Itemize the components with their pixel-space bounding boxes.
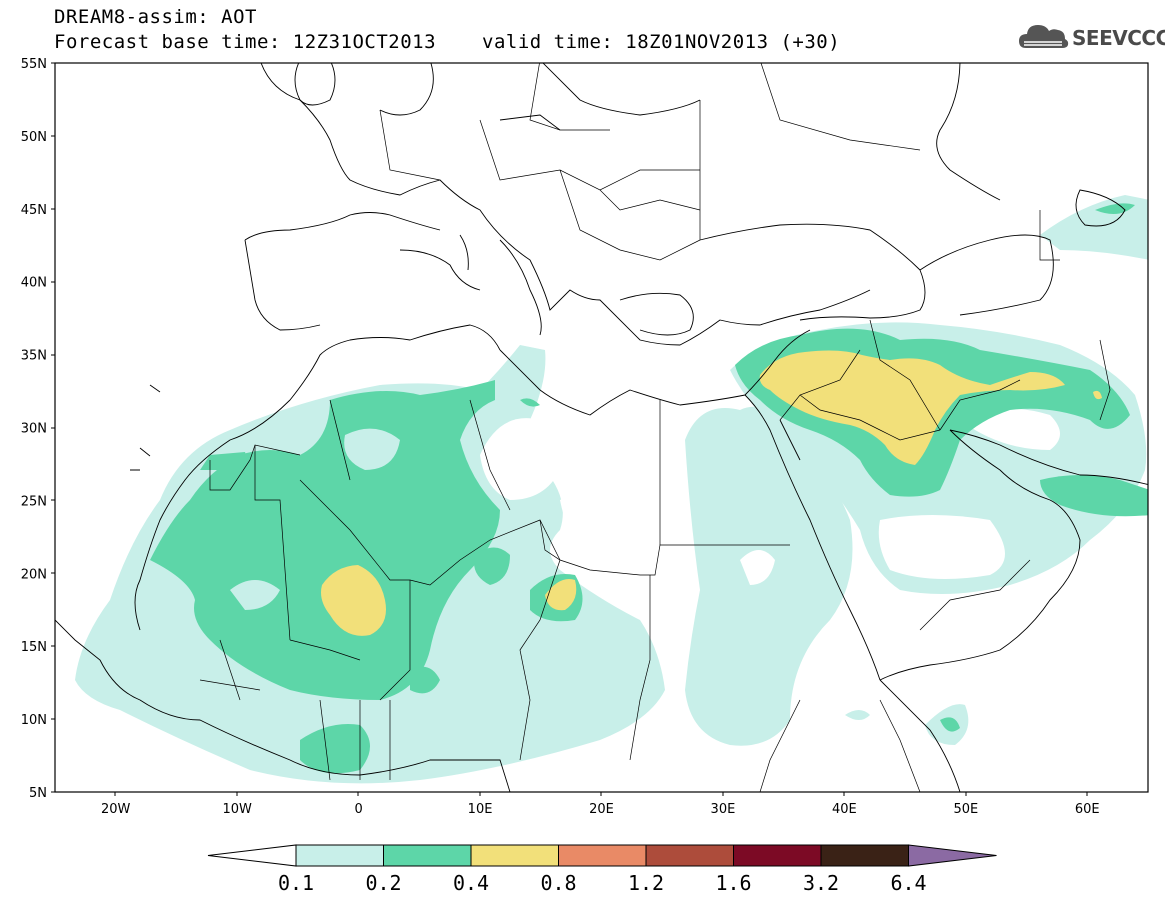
valid-time: valid time: 18Z01NOV2013 (+30) [482, 31, 841, 53]
lon-label: 0 [354, 802, 362, 817]
lat-label: 25N [21, 494, 47, 509]
colorbar-label: 0.2 [365, 871, 402, 895]
colorbar-segment [733, 844, 822, 867]
lat-label: 15N [21, 640, 47, 655]
colorbar-label: 6.4 [890, 871, 927, 895]
colorbar-label: 0.8 [540, 871, 577, 895]
aot-shading [75, 195, 1148, 784]
axis-ticks [51, 62, 1088, 796]
lat-label: 5N [29, 786, 47, 801]
lat-label: 30N [21, 422, 47, 437]
cloud-icon [1019, 25, 1069, 48]
longitude-labels: 20W 10W 0 10E 20E 30E 40E 50E 60E [101, 802, 1100, 817]
colorbar-label: 1.6 [715, 871, 752, 895]
colorbar-segment [470, 844, 559, 867]
lon-label: 50E [953, 802, 978, 817]
colorbar-label: 0.1 [277, 871, 315, 895]
colorbar-under-triangle [207, 844, 297, 867]
colorbar-over-triangle [908, 844, 997, 867]
chart-title: DREAM8-assim: AOT [54, 6, 257, 28]
colorbar-label: 0.4 [452, 871, 490, 895]
lat-label: 55N [21, 57, 47, 72]
lat-label: 10N [21, 713, 47, 728]
lon-label: 20E [589, 802, 614, 817]
lon-label: 40E [832, 802, 857, 817]
country-borders [199, 63, 1111, 792]
seevccc-logo: SEEVCCC [1018, 20, 1165, 60]
logo-text: SEEVCCC [1072, 26, 1165, 50]
colorbar-label: 3.2 [802, 871, 840, 895]
forecast-base-time: Forecast base time: 12Z31OCT2013 [54, 31, 437, 53]
colorbar-segment [558, 844, 647, 867]
lat-label: 35N [21, 349, 47, 364]
lon-label: 60E [1075, 802, 1100, 817]
lat-label: 20N [21, 567, 47, 582]
colorbar-segment [820, 844, 909, 867]
colorbar-label: 1.2 [627, 871, 665, 895]
latitude-labels: 55N 50N 45N 40N 35N 30N 25N 20N 15N 10N 5N [21, 57, 47, 801]
lat-label: 45N [21, 203, 47, 218]
colorbar-segment [645, 844, 734, 867]
colorbar [207, 844, 997, 867]
lat-label: 40N [21, 276, 47, 291]
lon-label: 20W [101, 802, 131, 817]
lon-label: 30E [711, 802, 736, 817]
lon-label: 10E [468, 802, 493, 817]
colorbar-segment [383, 844, 472, 867]
lat-label: 50N [21, 130, 47, 145]
coastlines [55, 63, 1148, 792]
lon-label: 10W [222, 802, 252, 817]
colorbar-segment [295, 844, 384, 867]
